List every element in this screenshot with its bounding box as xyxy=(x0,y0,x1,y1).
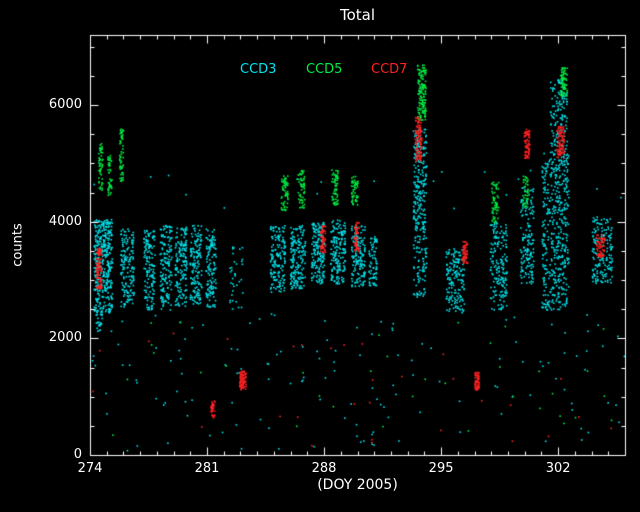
y-axis-label: counts xyxy=(10,223,26,267)
x-axis-label: (DOY 2005) xyxy=(317,477,398,493)
legend-ccd5-label: CCD5 xyxy=(306,62,343,77)
chart-title: Total xyxy=(339,6,376,24)
x-tick-label: 288 xyxy=(311,461,337,476)
x-tick-label: 274 xyxy=(77,461,103,476)
y-tick-label: 2000 xyxy=(48,330,82,346)
y-tick-label: 0 xyxy=(73,447,82,462)
x-tick-label: 281 xyxy=(194,461,220,476)
y-tick-label: 4000 xyxy=(48,213,82,229)
x-tick-label: 302 xyxy=(545,461,571,476)
x-tick-label: 295 xyxy=(428,461,454,476)
legend-ccd3-label: CCD3 xyxy=(240,62,277,77)
y-tick-label: 6000 xyxy=(48,97,82,112)
legend-ccd7-label: CCD7 xyxy=(371,62,408,77)
